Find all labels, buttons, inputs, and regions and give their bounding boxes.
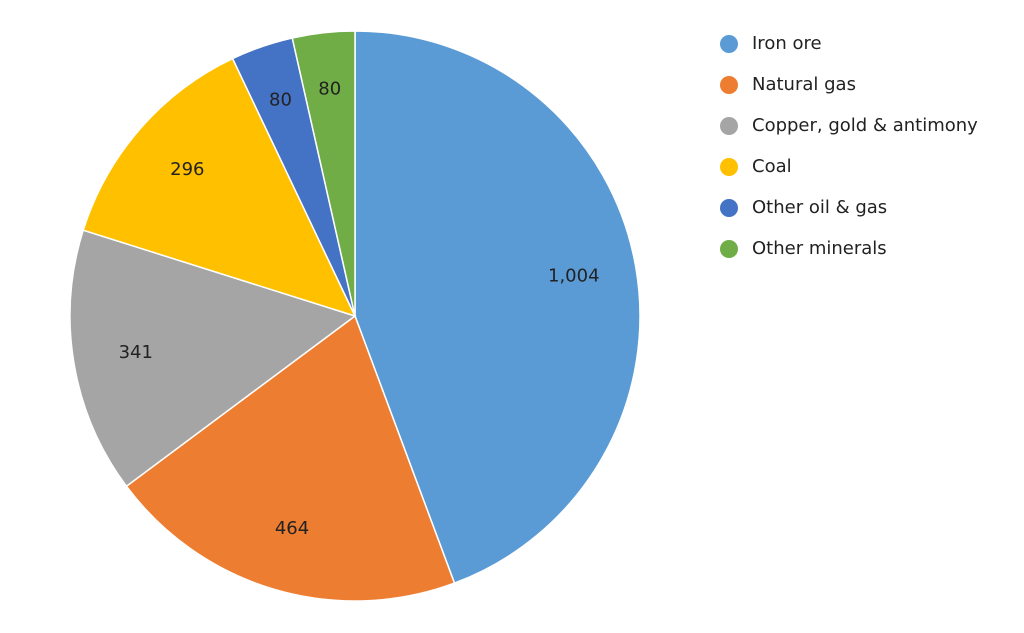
pie-slice <box>82 57 357 318</box>
legend-label: Iron ore <box>752 33 822 54</box>
data-label: 1,004 <box>548 266 600 287</box>
legend-swatch <box>720 199 738 217</box>
data-label: 464 <box>275 518 309 539</box>
legend-label: Coal <box>752 156 792 177</box>
legend-label: Other minerals <box>752 238 887 259</box>
data-label: 80 <box>318 78 341 99</box>
legend-label: Copper, gold & antimony <box>752 115 978 136</box>
pie-slice <box>125 314 456 602</box>
pie-slice <box>291 30 356 317</box>
legend-swatch <box>720 35 738 53</box>
legend-swatch <box>720 240 738 258</box>
pie-slice <box>354 30 641 585</box>
legend-label: Other oil & gas <box>752 197 887 218</box>
legend-swatch <box>720 158 738 176</box>
legend-swatch <box>720 76 738 94</box>
data-label: 341 <box>119 342 153 363</box>
legend-label: Natural gas <box>752 74 856 95</box>
legend-swatch <box>720 117 738 135</box>
data-label: 80 <box>269 90 292 111</box>
data-label: 296 <box>170 159 204 180</box>
